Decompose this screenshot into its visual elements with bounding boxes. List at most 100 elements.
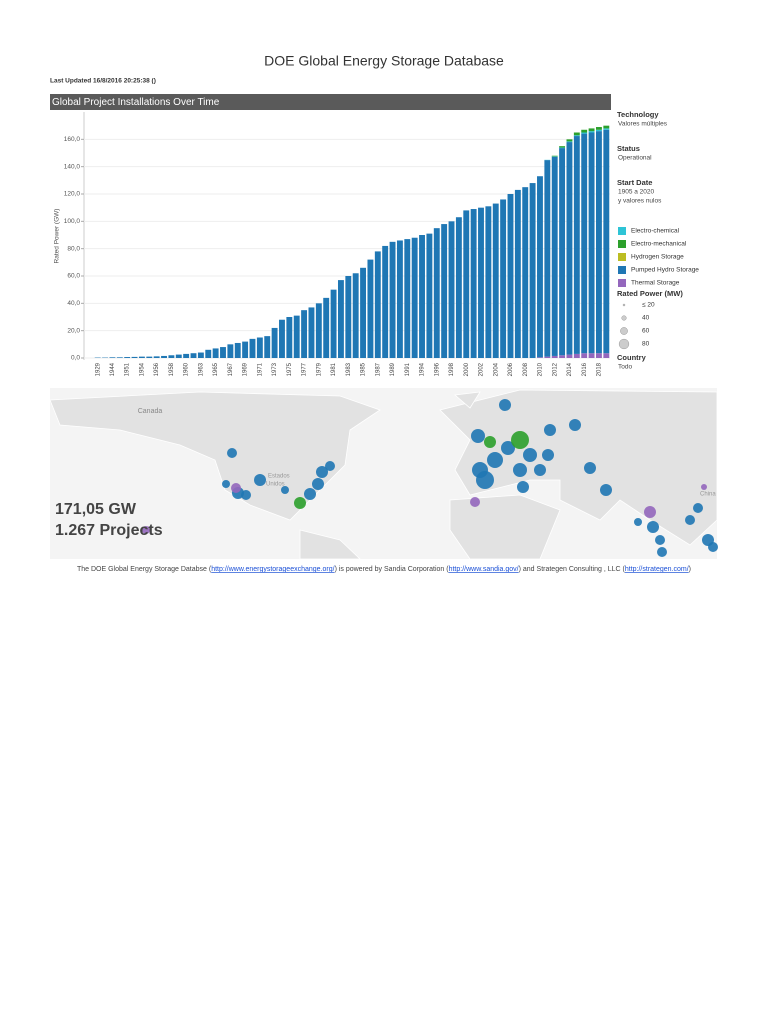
bar-segment xyxy=(449,221,455,358)
bar-segment xyxy=(213,348,219,358)
x-tick-label: 1951 xyxy=(125,362,131,376)
bar-segment xyxy=(390,242,396,358)
bar-segment xyxy=(168,355,174,358)
map-marker xyxy=(708,542,718,552)
x-tick-label: 1944 xyxy=(110,362,116,376)
map-marker xyxy=(657,547,667,557)
bar-segment xyxy=(603,126,609,129)
bar-segment xyxy=(515,190,521,358)
filter-title: Technology xyxy=(617,110,659,119)
x-tick-label: 1991 xyxy=(405,362,411,376)
map-marker xyxy=(304,488,316,500)
x-tick-label: 2012 xyxy=(552,362,558,376)
footer-link[interactable]: http://www.sandia.gov/ xyxy=(449,566,519,573)
legend-swatch xyxy=(618,279,626,287)
bar-segment xyxy=(434,228,440,358)
bar-segment xyxy=(574,354,580,358)
map-marker xyxy=(693,503,703,513)
bar-segment xyxy=(426,234,432,358)
x-tick-label: 1996 xyxy=(434,362,440,376)
title: DOE Global Energy Storage Database xyxy=(264,53,504,69)
y-tick-label: 100,0 xyxy=(64,218,81,225)
bar-segment xyxy=(500,199,506,358)
y-tick-label: 0,0 xyxy=(71,355,80,362)
map-marker xyxy=(685,515,695,525)
legend-label: Electro-chemical xyxy=(631,228,680,235)
bar-segment xyxy=(552,156,558,157)
bar-segment xyxy=(316,303,322,358)
legend-label: Hydrogen Storage xyxy=(631,254,684,261)
x-tick-label: 1971 xyxy=(257,362,263,376)
total-power: 171,05 GW xyxy=(55,501,137,518)
bar-segment xyxy=(117,357,123,358)
x-tick-label: 2018 xyxy=(597,362,603,376)
bar-segment xyxy=(139,357,145,358)
x-tick-label: 1994 xyxy=(420,362,426,376)
map-label: Canada xyxy=(138,408,163,415)
map-marker xyxy=(294,497,306,509)
map-marker xyxy=(513,463,527,477)
bar-segment xyxy=(183,354,189,358)
project-count: 1.267 Projects xyxy=(55,522,163,539)
footer: The DOE Global Energy Storage Databse (h… xyxy=(77,566,691,573)
size-swatch xyxy=(622,316,627,321)
bar-segment xyxy=(596,131,602,353)
bar-segment xyxy=(441,224,447,358)
size-swatch xyxy=(619,339,629,349)
x-tick-label: 2002 xyxy=(479,362,485,376)
bar-segment xyxy=(338,280,344,358)
y-axis-label: Rated Power (GW) xyxy=(54,209,61,264)
bar-segment xyxy=(456,217,462,358)
bar-segment xyxy=(250,339,256,358)
bar-segment xyxy=(264,336,270,358)
map-marker xyxy=(499,399,511,411)
country-title: Country xyxy=(617,353,647,362)
bar-segment xyxy=(589,133,595,354)
bar-segment xyxy=(559,146,565,147)
map-marker xyxy=(544,424,556,436)
bar-segment xyxy=(581,353,587,358)
footer-link[interactable]: http://www.energystorageexchange.org/ xyxy=(211,566,334,573)
y-tick-label: 20,0 xyxy=(67,327,80,334)
map-marker xyxy=(701,484,707,490)
x-tick-label: 2008 xyxy=(523,362,529,376)
legend-label: Electro-mechanical xyxy=(631,241,687,248)
bar-segment xyxy=(567,139,573,141)
size-label: 40 xyxy=(642,315,650,322)
y-tick-label: 40,0 xyxy=(67,300,80,307)
x-tick-label: 1965 xyxy=(213,362,219,376)
x-tick-label: 1969 xyxy=(243,362,249,376)
x-tick-label: 1973 xyxy=(272,362,278,376)
x-tick-label: 1981 xyxy=(331,362,337,376)
x-tick-label: 2016 xyxy=(582,362,588,376)
x-tick-label: 1967 xyxy=(228,362,234,376)
filter-value: y valores nulos xyxy=(618,198,662,205)
bar-segment xyxy=(176,355,182,358)
x-tick-label: 2000 xyxy=(464,362,470,376)
bar-segment xyxy=(471,209,477,358)
updated: Last Updated 16/8/2016 20:25:38 () xyxy=(50,78,156,85)
x-tick-label: 2006 xyxy=(508,362,514,376)
map-label: Unidos xyxy=(266,482,285,488)
map-marker xyxy=(517,481,529,493)
map-marker xyxy=(476,471,494,489)
legend-swatch xyxy=(618,266,626,274)
bar-segment xyxy=(544,160,550,357)
bar-segment xyxy=(530,183,536,358)
bar-segment xyxy=(463,210,469,358)
bar-segment xyxy=(559,148,565,149)
footer-link[interactable]: http://strategen.com/ xyxy=(625,566,689,573)
bar-segment xyxy=(198,353,204,358)
x-tick-label: 1977 xyxy=(302,362,308,376)
bar-segment xyxy=(589,128,595,131)
bar-segment xyxy=(404,239,410,358)
bar-segment xyxy=(419,235,425,358)
map-label: Estados xyxy=(268,474,290,480)
legend-swatch xyxy=(618,253,626,261)
bar-segment xyxy=(522,187,528,358)
map-marker xyxy=(254,474,266,486)
bar-segment xyxy=(589,131,595,132)
bar-segment xyxy=(574,133,580,136)
x-tick-label: 1987 xyxy=(375,362,381,376)
